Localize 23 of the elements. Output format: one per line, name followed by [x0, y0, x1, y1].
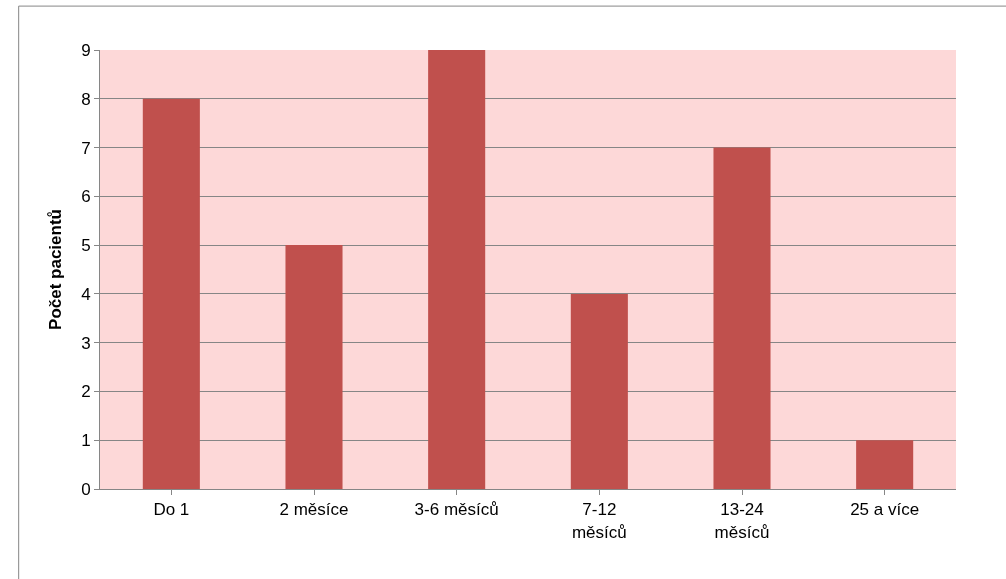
y-tick-label: 3: [81, 333, 91, 353]
y-tick-label: 8: [81, 89, 91, 109]
y-axis-title: Počet pacientů: [45, 209, 65, 330]
y-tick-label: 1: [81, 431, 91, 451]
y-tick-label: 0: [81, 479, 91, 499]
x-tick-label: 25 a více: [850, 500, 920, 520]
bar: [570, 293, 628, 489]
x-tick-label: 7-12 měsíců: [571, 500, 627, 542]
y-tick-label: 6: [81, 187, 91, 207]
bar: [856, 440, 914, 489]
y-tick-label: 9: [81, 40, 91, 60]
bar: [428, 50, 486, 489]
bar: [713, 147, 771, 489]
y-tick-label: 4: [81, 284, 91, 304]
bar: [285, 245, 343, 489]
y-tick-label: 2: [81, 382, 91, 402]
x-tick-label: 2 měsíce: [279, 500, 349, 520]
x-tick-label: Do 1: [153, 500, 190, 520]
y-tick-label: 7: [81, 138, 91, 158]
y-tick-label: 5: [81, 236, 91, 256]
bar: [142, 98, 200, 489]
x-tick-label: 3-6 měsíců: [414, 500, 499, 520]
x-tick-label: 13-24 měsíců: [714, 500, 770, 542]
